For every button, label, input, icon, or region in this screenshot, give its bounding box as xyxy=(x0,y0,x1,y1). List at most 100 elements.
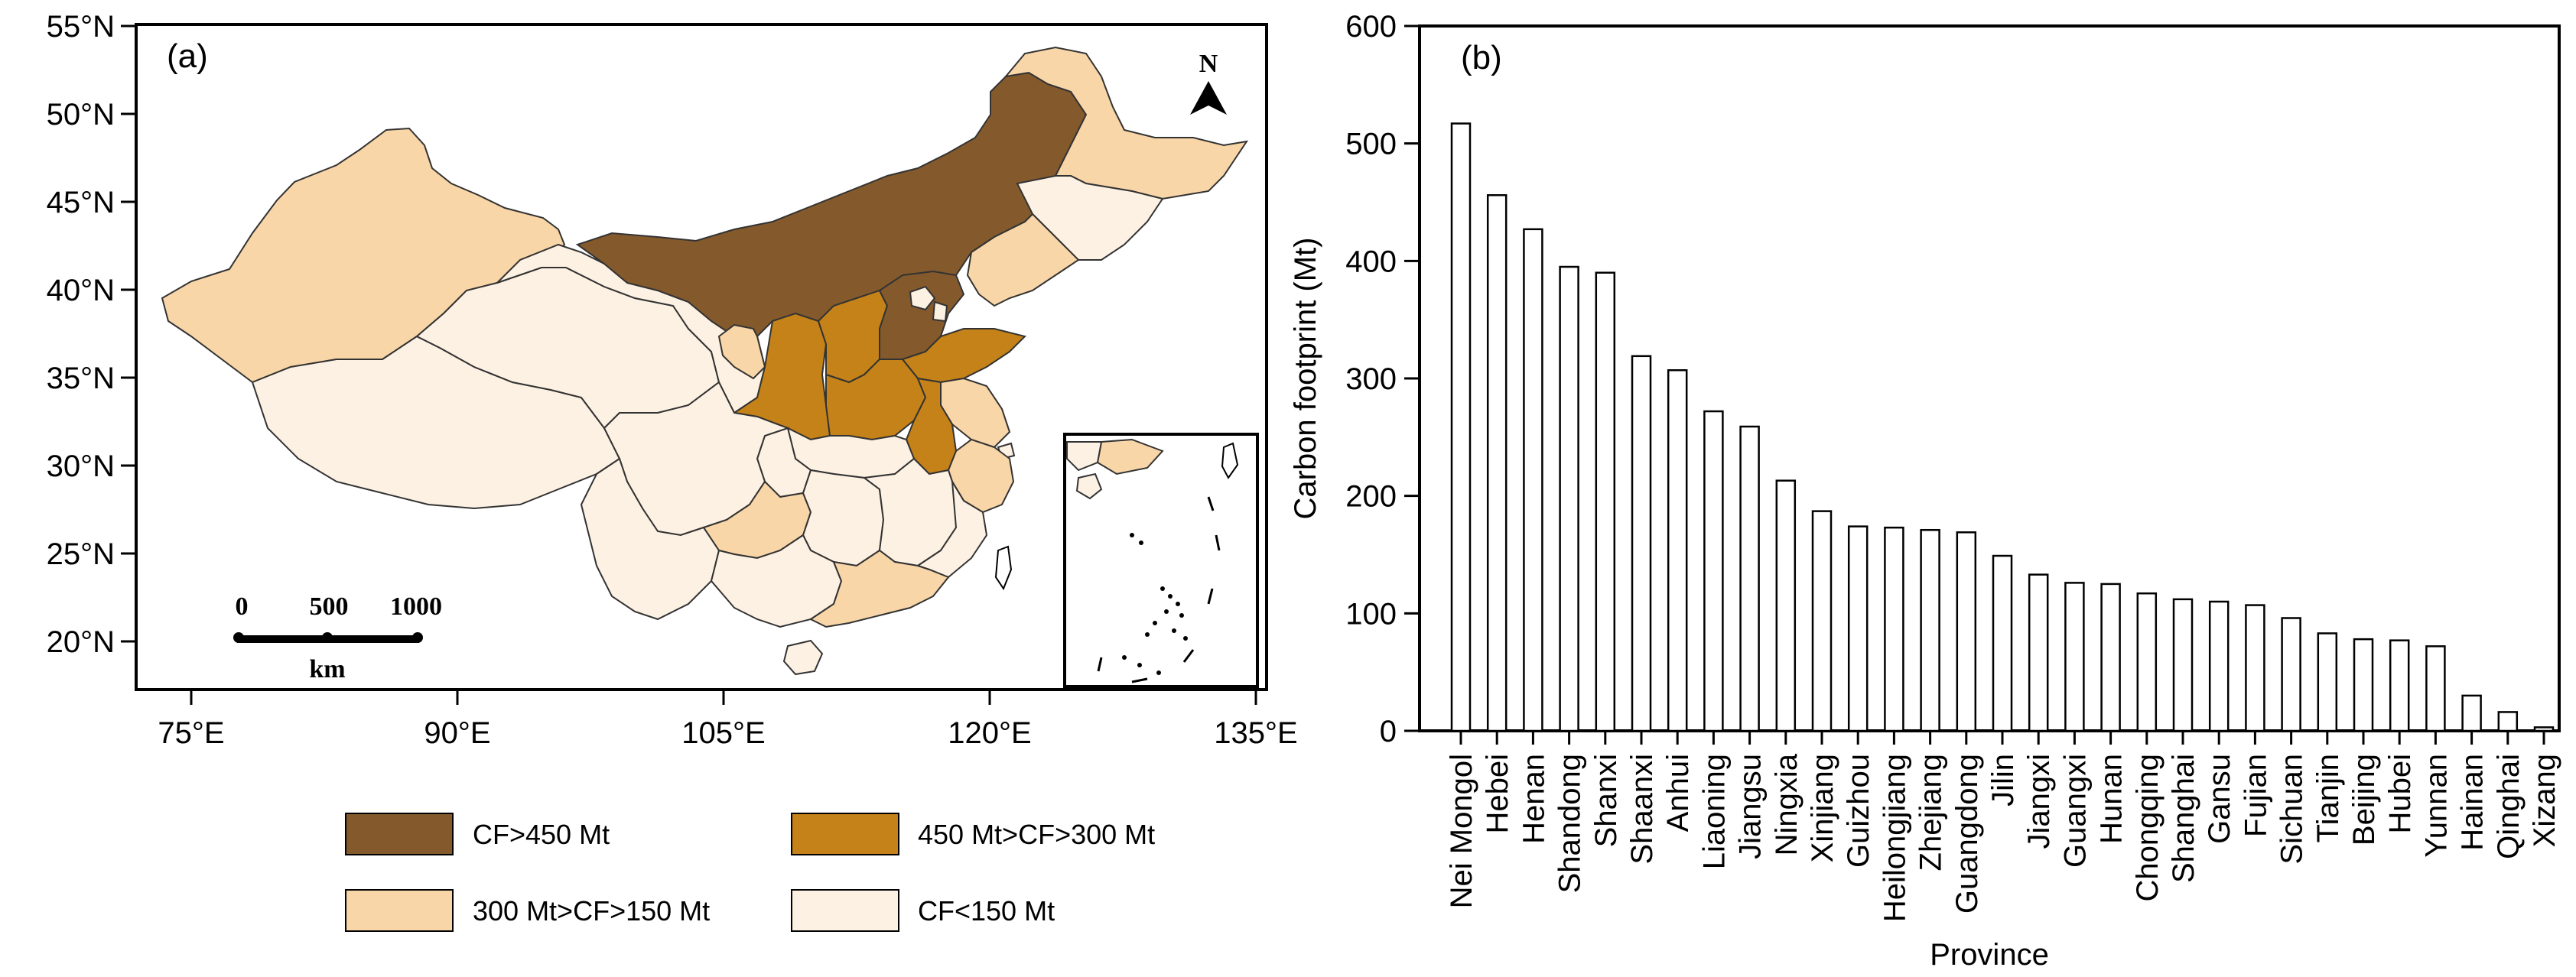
bar-shaanxi xyxy=(1631,355,1652,732)
y-tick-label-100: 100 xyxy=(1345,597,1397,631)
legend-item-low: CF<150 Mt xyxy=(791,889,1055,932)
lon-tick-135: 135°E xyxy=(1214,690,1298,750)
y-tick-400: 400 xyxy=(1345,245,1420,278)
map-panel-label: (a) xyxy=(167,37,208,75)
lat-label-50: 50°N xyxy=(47,98,115,131)
legend-label-very-high: CF>450 Mt xyxy=(473,819,610,850)
lon-axis: 75°E 90°E 105°E 120°E 135°E xyxy=(158,690,1298,750)
north-label: N xyxy=(1199,50,1218,78)
x-tick-label-shandong: Shandong xyxy=(1553,754,1587,893)
lon-label-90: 90°E xyxy=(424,716,490,750)
lat-label-35: 35°N xyxy=(47,362,115,395)
x-tick-label-xizang: Xizang xyxy=(2528,754,2561,847)
y-tick-500: 500 xyxy=(1345,128,1420,161)
lat-label-25: 25°N xyxy=(47,537,115,571)
x-tick-label-beijing: Beijing xyxy=(2347,754,2381,846)
lat-axis: 55°N 50°N 45°N 40°N 35°N 30°N 25°N 20°N xyxy=(47,10,136,659)
bar-shanghai xyxy=(2172,598,2194,732)
bar-jilin xyxy=(1992,554,2013,732)
bar-yunnan xyxy=(2425,645,2446,732)
bar-jiangxi xyxy=(2028,573,2049,732)
lon-label-105: 105°E xyxy=(681,716,765,750)
bar-anhui xyxy=(1667,368,1688,732)
legend-swatch-low xyxy=(791,889,899,932)
x-tick-label-guangxi: Guangxi xyxy=(2058,754,2092,868)
scale-label-1000: 1000 xyxy=(390,592,442,621)
legend-swatch-medium xyxy=(345,889,454,932)
x-tick-label-shaanxi: Shaanxi xyxy=(1625,754,1659,865)
map-legend: CF>450 Mt 450 Mt>CF>300 Mt 300 Mt>CF>150… xyxy=(345,813,1155,932)
x-tick-label-zhejiang: Zhejiang xyxy=(1914,754,1948,871)
scale-bar: 0 500 1000 km xyxy=(233,592,442,683)
x-tick-label-sichuan: Sichuan xyxy=(2275,754,2309,865)
bar-guizhou xyxy=(1847,525,1869,732)
y-tick-label-300: 300 xyxy=(1345,362,1397,396)
x-tick-label-shanxi: Shanxi xyxy=(1589,754,1623,847)
y-tick-300: 300 xyxy=(1345,362,1420,396)
province-beijing xyxy=(909,285,936,311)
inset-guangxi xyxy=(1066,441,1103,472)
lat-label-45: 45°N xyxy=(47,186,115,219)
x-tick-label-guangdong: Guangdong xyxy=(1950,754,1984,914)
scale-label-500: 500 xyxy=(310,592,349,621)
inset-dashes xyxy=(1097,496,1221,683)
y-tick-100: 100 xyxy=(1345,597,1420,631)
bar-beijing xyxy=(2353,638,2374,732)
x-tick-label-hainan: Hainan xyxy=(2456,754,2490,851)
lat-tick-35: 35°N xyxy=(47,362,136,395)
bar-hunan xyxy=(2100,583,2121,732)
bar-henan xyxy=(1523,228,1543,732)
province-tianjin xyxy=(932,300,948,323)
bar-liaoning xyxy=(1703,410,1724,732)
inset-frame xyxy=(1063,433,1259,688)
bar-hebei xyxy=(1486,194,1508,732)
bar-shandong xyxy=(1559,265,1579,732)
bar-tianjin xyxy=(2317,632,2338,732)
y-tick-label-200: 200 xyxy=(1345,480,1397,514)
lon-tick-90: 90°E xyxy=(424,690,491,750)
y-tick-label-600: 600 xyxy=(1345,10,1397,44)
y-tick-label-0: 0 xyxy=(1380,715,1397,748)
scale-label-0: 0 xyxy=(236,592,249,621)
y-tick-600: 600 xyxy=(1345,10,1420,44)
bar-zhejiang xyxy=(1920,528,1940,732)
x-tick-label-chongqing: Chongqing xyxy=(2131,754,2165,902)
lon-label-135: 135°E xyxy=(1214,716,1297,750)
lon-tick-75: 75°E xyxy=(158,690,225,750)
lat-tick-40: 40°N xyxy=(47,274,136,307)
inset-map xyxy=(1063,433,1259,688)
lat-tick-50: 50°N xyxy=(47,98,136,131)
north-arrow: N xyxy=(1190,50,1227,115)
y-tick-label-500: 500 xyxy=(1345,128,1397,161)
inset-taiwan xyxy=(1221,442,1239,479)
bar-jiangsu xyxy=(1739,425,1760,732)
x-tick-label-anhui: Anhui xyxy=(1661,754,1695,832)
province-liaoning xyxy=(966,213,1080,307)
bar-chongqing xyxy=(2136,592,2158,732)
x-tick-label-jiangxi: Jiangxi xyxy=(2022,754,2056,849)
lat-label-20: 20°N xyxy=(47,625,115,659)
inset-islands xyxy=(1122,533,1188,675)
y-axis-title: Carbon footprint (Mt) xyxy=(1289,237,1322,519)
chart-frame xyxy=(1418,24,2561,732)
x-tick-label-nei-mongol: Nei Mongol xyxy=(1445,754,1478,908)
lat-label-40: 40°N xyxy=(47,274,115,307)
lat-tick-25: 25°N xyxy=(47,537,136,571)
inset-hainan xyxy=(1075,472,1103,500)
lat-tick-55: 55°N xyxy=(47,10,136,44)
bar-chart-panel: (b) 0 100 200 300 400 500 600 Carbon foo… xyxy=(1289,10,2561,972)
bar-nei-mongol xyxy=(1450,122,1472,732)
bar-guangdong xyxy=(1956,531,1977,732)
bar-gansu xyxy=(2208,600,2230,732)
legend-label-high: 450 Mt>CF>300 Mt xyxy=(918,819,1155,850)
province-hainan xyxy=(782,639,824,676)
bar-xizang xyxy=(2533,726,2555,732)
lat-tick-45: 45°N xyxy=(47,186,136,219)
x-tick-label-ningxia: Ningxia xyxy=(1770,753,1804,855)
lat-label-30: 30°N xyxy=(47,450,115,483)
map-panel: 0 500 1000 km N (a) 55°N 50°N 45°N 40°N … xyxy=(47,10,1298,932)
x-tick-label-shanghai: Shanghai xyxy=(2167,754,2200,883)
y-tick-200: 200 xyxy=(1345,480,1420,514)
x-tick-label-fujian: Fujian xyxy=(2239,754,2272,837)
